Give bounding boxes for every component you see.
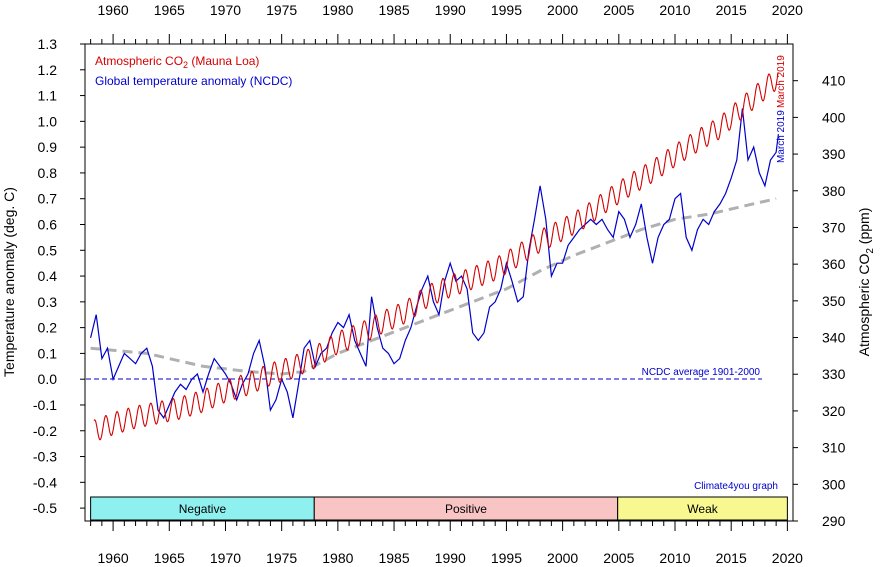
x-tick-label-bottom: 1990 [435, 550, 466, 566]
x-tick-label-top: 2010 [659, 2, 690, 18]
x-tick-label-top: 1990 [435, 2, 466, 18]
end-label-co2: March 2019 [776, 55, 787, 108]
plot-area [84, 43, 794, 522]
x-tick-label-top: 2020 [772, 2, 803, 18]
left-tick-label: 1.1 [38, 88, 58, 104]
right-tick-label: 310 [822, 440, 846, 456]
x-tick-label-bottom: 1965 [154, 550, 185, 566]
left-tick-label: -0.5 [33, 500, 57, 516]
x-tick-label-top: 2000 [547, 2, 578, 18]
zero-line-label: NCDC average 1901-2000 [642, 367, 761, 378]
x-tick-label-top: 1960 [98, 2, 129, 18]
left-tick-label: -0.4 [33, 474, 57, 490]
x-tick-label-bottom: 1975 [266, 550, 297, 566]
phase-label-weak: Weak [687, 502, 718, 516]
right-tick-label: 340 [822, 330, 846, 346]
left-tick-label: -0.2 [33, 423, 57, 439]
right-axis-ticks: 290 300 310 320 330 340 350 360 370 380 390 400 410 [793, 73, 846, 529]
x-tick-label-bottom: 1970 [210, 550, 241, 566]
credit-label: Climate4you graph [694, 481, 778, 492]
x-axis-ticks: 1960 1960 1965 1965 1970 1970 1975 1975 1980 1980… [90, 2, 803, 566]
x-tick-label-top: 1970 [210, 2, 241, 18]
right-tick-label: 290 [822, 513, 846, 529]
right-tick-label: 390 [822, 146, 846, 162]
x-tick-label-top: 1985 [378, 2, 409, 18]
x-tick-label-bottom: 2020 [772, 550, 803, 566]
x-tick-label-bottom: 2015 [716, 550, 747, 566]
left-tick-label: 0.0 [38, 371, 58, 387]
x-tick-label-bottom: 2010 [659, 550, 690, 566]
left-axis-ticks: -0.5 -0.4 -0.3 -0.2 -0.1 0.0 0.1 0.2 0.3 0.4 0.5 0.… [33, 36, 85, 516]
x-tick-label-top: 1965 [154, 2, 185, 18]
right-tick-label: 350 [822, 293, 846, 309]
end-label-temperature: March 2019 [776, 110, 787, 163]
left-tick-label: 1.2 [38, 62, 58, 78]
phase-bands: Negative Positive Weak [90, 496, 788, 521]
x-tick-label-bottom: 1960 [98, 550, 129, 566]
left-tick-label: 0.8 [38, 165, 58, 181]
phase-label-positive: Positive [445, 502, 487, 516]
left-tick-label: 0.1 [38, 345, 58, 361]
co2-line [93, 72, 779, 441]
x-tick-label-top: 1995 [491, 2, 522, 18]
right-tick-label: 410 [822, 73, 846, 89]
right-tick-label: 370 [822, 219, 846, 235]
x-tick-label-top: 1980 [322, 2, 353, 18]
x-tick-label-top: 2005 [603, 2, 634, 18]
right-tick-label: 320 [822, 403, 846, 419]
right-tick-label: 380 [822, 183, 846, 199]
y-axis-label-right: Atmospheric CO2 (ppm) [856, 208, 876, 357]
left-tick-label: -0.1 [33, 397, 57, 413]
temperature-line [90, 108, 779, 420]
legend-temperature: Global temperature anomaly (NCDC) [95, 74, 292, 88]
left-tick-label: 0.7 [38, 191, 58, 207]
left-tick-label: 0.6 [38, 216, 58, 232]
left-tick-label: 0.2 [38, 320, 58, 336]
x-tick-label-bottom: 1980 [322, 550, 353, 566]
left-tick-label: 0.4 [38, 268, 58, 284]
left-tick-label: 0.3 [38, 294, 58, 310]
phase-band-weak [617, 496, 788, 521]
left-tick-label: -0.3 [33, 449, 57, 465]
right-tick-label: 360 [822, 256, 846, 272]
left-tick-label: 0.5 [38, 242, 58, 258]
trend-line [90, 197, 777, 376]
phase-label-negative: Negative [179, 502, 227, 516]
x-tick-label-bottom: 2005 [603, 550, 634, 566]
right-tick-label: 300 [822, 476, 846, 492]
right-tick-label: 400 [822, 109, 846, 125]
left-tick-label: 0.9 [38, 139, 58, 155]
x-tick-label-top: 1975 [266, 2, 297, 18]
x-tick-label-bottom: 1995 [491, 550, 522, 566]
x-tick-label-top: 2015 [716, 2, 747, 18]
left-tick-label: 1.0 [38, 113, 58, 129]
series-lines [90, 72, 779, 441]
y-axis-label-left: Temperature anomaly (deg. C) [1, 187, 17, 377]
x-tick-label-bottom: 2000 [547, 550, 578, 566]
legend-co2: Atmospheric CO2 (Mauna Loa) [95, 54, 259, 70]
x-tick-label-bottom: 1985 [378, 550, 409, 566]
right-tick-label: 330 [822, 366, 846, 382]
left-tick-label: 1.3 [38, 36, 58, 52]
